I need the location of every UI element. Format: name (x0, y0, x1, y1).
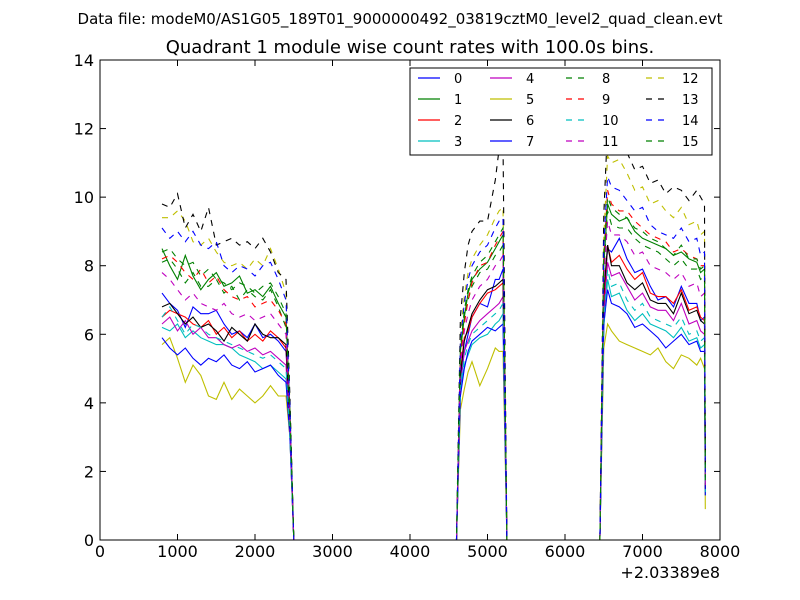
y-tick-label: 0 (84, 531, 94, 550)
y-tick-label: 2 (84, 462, 94, 481)
legend-label-12: 12 (682, 72, 699, 87)
legend-label-0: 0 (454, 72, 462, 87)
legend-label-11: 11 (602, 135, 619, 150)
tick-layer: 0 1000 2000 3000 4000 5000 6000 7000 80000246810… (74, 51, 741, 561)
legend-label-13: 13 (682, 93, 699, 108)
y-tick-label: 8 (84, 257, 94, 276)
x-tick-label: 5000 (467, 542, 508, 561)
legend-label-7: 7 (526, 135, 534, 150)
legend-label-15: 15 (682, 135, 699, 150)
legend-label-6: 6 (526, 114, 534, 129)
legend-label-8: 8 (602, 72, 610, 87)
legend-label-10: 10 (602, 114, 619, 129)
x-tick-label: 1000 (157, 542, 198, 561)
series-layer (161, 124, 706, 540)
series-line-10 (161, 268, 706, 540)
suptitle: Data file: modeM0/AS1G05_189T01_90000004… (78, 10, 723, 29)
x-offset-label: +2.03389e8 (620, 563, 720, 582)
legend-label-2: 2 (454, 114, 462, 129)
series-line-15 (161, 196, 706, 540)
x-tick-label: 6000 (545, 542, 586, 561)
legend-label-14: 14 (682, 114, 699, 129)
y-tick-label: 12 (74, 120, 94, 139)
series-line-3 (161, 279, 706, 540)
series-line-9 (161, 190, 706, 540)
series-line-14 (161, 176, 706, 540)
x-tick-label: 8000 (700, 542, 741, 561)
series-line-4 (161, 262, 706, 540)
x-tick-label: 0 (95, 542, 105, 561)
legend-label-4: 4 (526, 72, 534, 87)
chart-title: Quadrant 1 module wise count rates with … (166, 37, 655, 58)
series-line-2 (161, 244, 706, 540)
series-line-7 (161, 289, 706, 540)
legend-label-5: 5 (526, 93, 534, 108)
series-line-1 (161, 203, 706, 540)
legend-label-1: 1 (454, 93, 462, 108)
y-tick-label: 10 (74, 188, 94, 207)
series-line-8 (161, 210, 706, 540)
legend-label-3: 3 (454, 135, 462, 150)
x-tick-label: 4000 (390, 542, 431, 561)
x-tick-label: 7000 (622, 542, 663, 561)
y-tick-label: 6 (84, 325, 94, 344)
series-line-6 (161, 244, 706, 540)
x-tick-label: 3000 (312, 542, 353, 561)
x-tick-label: 2000 (235, 542, 276, 561)
series-line-11 (161, 220, 706, 540)
series-line-5 (161, 322, 706, 540)
series-line-13 (161, 124, 706, 540)
legend-label-9: 9 (602, 93, 610, 108)
y-tick-label: 14 (74, 51, 94, 70)
y-tick-label: 4 (84, 394, 94, 413)
plot-area: 0 1000 2000 3000 4000 5000 6000 7000 80000246810… (74, 51, 741, 561)
